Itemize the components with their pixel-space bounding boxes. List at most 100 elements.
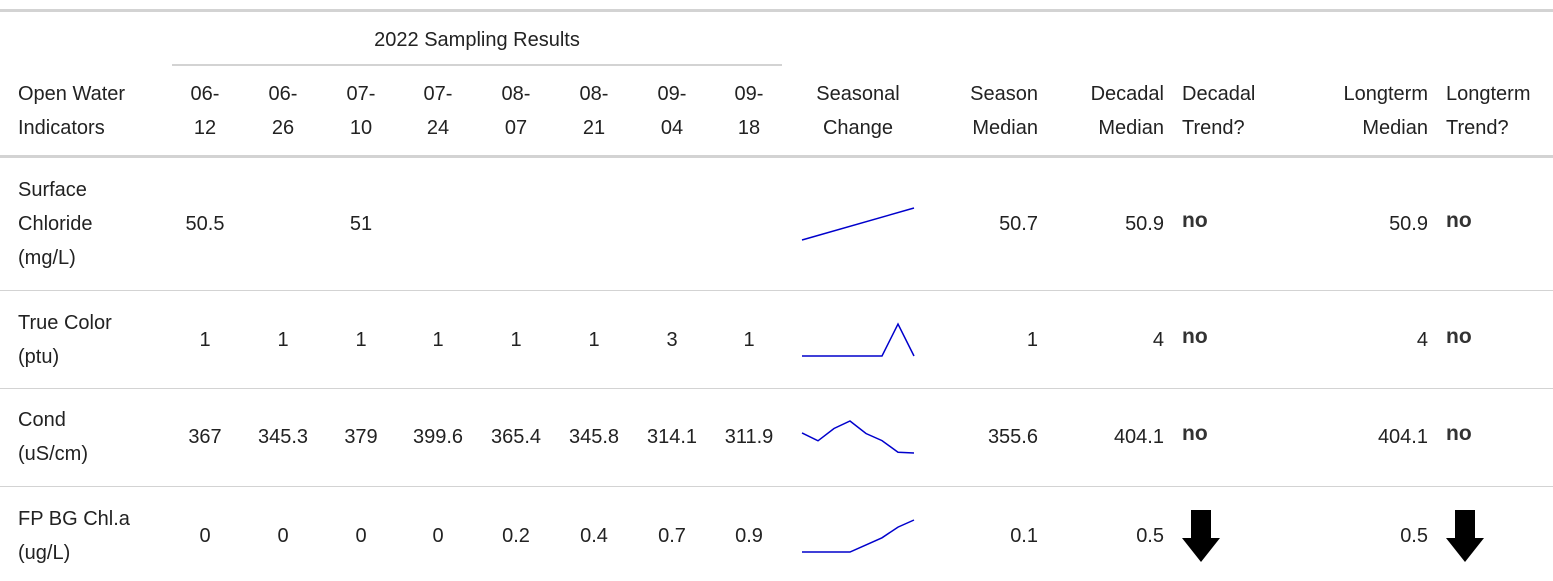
row-label-cell: Cond (uS/cm) — [18, 367, 168, 507]
sparkline — [802, 322, 915, 357]
longterm-trend-cell: no — [1446, 267, 1506, 407]
date-header-cell: 09-18 — [731, 41, 767, 181]
value: 1 — [588, 329, 600, 351]
value: 0 — [432, 525, 444, 547]
longterm-median-cell: 404.1 — [1328, 367, 1428, 507]
season-median: 0.1 — [1010, 525, 1038, 547]
value-cell: 1 — [165, 270, 245, 410]
top-border — [0, 9, 1553, 12]
decadal-median: 50.9 — [1125, 213, 1164, 235]
decadal-median: 4 — [1152, 329, 1164, 351]
value: 50.5 — [185, 213, 225, 235]
column-header-cell: Longterm Trend? — [1446, 41, 1553, 181]
date-header-cell: 07-24 — [420, 41, 456, 181]
row-label-cell: FP BG Chl.a (ug/L) — [18, 466, 168, 581]
value-cell: 3 — [632, 270, 712, 410]
value-cell: 367 — [165, 367, 245, 507]
value: 0 — [277, 525, 289, 547]
value: 1 — [432, 329, 444, 351]
season-median: 1 — [1026, 329, 1038, 351]
column-header-cell: Open Water Indicators — [18, 41, 168, 181]
value-cell: 0 — [398, 466, 478, 581]
value: 311.9 — [724, 426, 774, 448]
longterm-median: 0.5 — [1400, 525, 1428, 547]
decadal-median: 0.5 — [1136, 525, 1164, 547]
value: 1 — [510, 329, 522, 351]
date-header-cell: 08-07 — [498, 41, 534, 181]
row-label: FP BG Chl.a (ug/L) — [18, 508, 130, 564]
column-header-cell: Decadal Trend? — [1182, 41, 1292, 181]
value-cell: 0 — [243, 466, 323, 581]
value: 379 — [344, 426, 378, 448]
season-median-cell: 50.7 — [938, 154, 1038, 294]
value: 399.6 — [412, 426, 464, 448]
longterm-trend-cell: no — [1446, 364, 1506, 504]
value-cell: 379 — [321, 367, 401, 507]
group-underline — [172, 64, 782, 66]
value-cell: 314.1 — [632, 367, 712, 507]
value-cell: 1 — [321, 270, 401, 410]
longterm-trend: no — [1446, 422, 1472, 445]
decadal-median-cell: 4 — [1064, 270, 1164, 410]
value: 1 — [199, 329, 211, 351]
value-cell: 345.8 — [554, 367, 634, 507]
decadal-trend-cell: no — [1182, 267, 1242, 407]
value-cell: 365.4 — [476, 367, 556, 507]
date-header: 06-12 — [190, 83, 220, 139]
value: 345.8 — [568, 426, 620, 448]
sparkline — [801, 420, 915, 454]
decadal-trend-cell: no — [1182, 364, 1242, 504]
decadal-trend: no — [1182, 325, 1208, 348]
season-median: 50.7 — [999, 213, 1038, 235]
date-header: 08-07 — [501, 83, 531, 139]
row-border — [0, 388, 1553, 389]
column-header-cell: Season Median — [938, 41, 1038, 181]
value: 0 — [199, 525, 211, 547]
decadal-median-cell: 404.1 — [1064, 367, 1164, 507]
value-cell: 50.5 — [165, 154, 245, 294]
value: 345.3 — [257, 426, 309, 448]
date-header-cell: 08-21 — [576, 41, 612, 181]
date-header: 07-24 — [423, 83, 453, 139]
value: 0 — [355, 525, 367, 547]
column-header-cell: Seasonal Change — [798, 41, 918, 181]
season-median-cell: 1 — [938, 270, 1038, 410]
trend-arrow — [1446, 510, 1484, 562]
value: 0.4 — [580, 525, 608, 547]
row-border — [0, 486, 1553, 487]
season-median: 355.6 — [987, 426, 1038, 448]
value-cell: 1 — [476, 270, 556, 410]
row-label: Surface Chloride (mg/L) — [18, 179, 93, 269]
longterm-trend: no — [1446, 209, 1472, 232]
season-median-cell: 0.1 — [938, 466, 1038, 581]
column-header-cell: Decadal Median — [1064, 41, 1164, 181]
row-border — [0, 290, 1553, 291]
date-header: 06-26 — [268, 83, 298, 139]
date-header-cell: 09-04 — [654, 41, 690, 181]
value-cell: 345.3 — [243, 367, 323, 507]
value-cell: 311.9 — [709, 367, 789, 507]
value-cell: 0.2 — [476, 466, 556, 581]
header-border — [0, 155, 1553, 158]
longterm-median: 404.1 — [1377, 426, 1428, 448]
value: 1 — [743, 329, 755, 351]
group-title-cell: 2022 Sampling Results — [277, 0, 677, 110]
row-label-cell: True Color (ptu) — [18, 270, 168, 410]
value-cell: 1 — [554, 270, 634, 410]
column-header: Seasonal Change — [816, 83, 900, 139]
column-header: Open Water Indicators — [18, 83, 126, 139]
sparkline — [801, 207, 915, 241]
row-label: Cond (uS/cm) — [18, 409, 88, 465]
decadal-median-cell: 50.9 — [1064, 154, 1164, 294]
value-cell: 1 — [398, 270, 478, 410]
value: 0.7 — [658, 525, 686, 547]
date-header: 07-10 — [346, 83, 376, 139]
date-header: 09-04 — [657, 83, 687, 139]
value: 365.4 — [490, 426, 542, 448]
value: 314.1 — [646, 426, 698, 448]
value-cell: 0 — [165, 466, 245, 581]
decadal-trend: no — [1182, 209, 1208, 232]
value-cell: 0.7 — [632, 466, 712, 581]
